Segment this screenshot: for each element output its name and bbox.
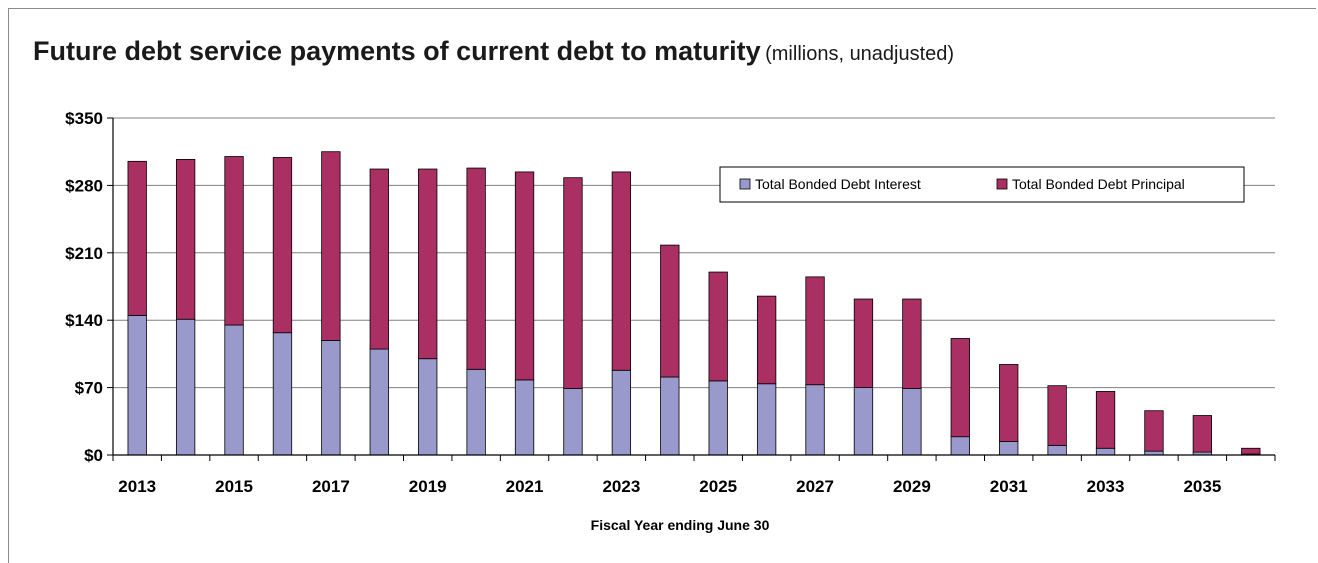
bar-principal [321,151,341,341]
bar-principal [708,271,728,382]
bar-principal [514,171,535,381]
bar-principal [902,298,922,389]
bar-principal [1192,415,1213,453]
bar-principal [1241,447,1261,455]
bar-principal [999,364,1019,442]
bar-interest [466,368,486,456]
axes [107,117,1276,461]
bar-principal [224,156,244,326]
bar-principal [418,168,438,360]
bar-interest [127,314,147,456]
x-tick-label: 2017 [312,477,350,496]
bar-interest [369,348,389,456]
x-tick-label: 2035 [1183,477,1221,496]
y-tick-label: $350 [65,109,103,128]
bar-interest [272,332,293,456]
bar-interest [611,369,632,456]
chart-title-row: Future debt service payments of current … [33,36,954,67]
bar-principal [127,160,147,316]
x-tick-label: 2015 [215,477,253,496]
bar-interest [418,358,438,456]
bar-interest [853,387,874,456]
y-tick-label: $210 [65,244,103,263]
bar-principal [272,157,293,334]
bars [127,151,1261,456]
x-tick-label: 2025 [699,477,737,496]
y-tick-label: $280 [65,176,103,195]
x-tick-label: 2031 [990,477,1028,496]
x-tick-label: 2019 [409,477,447,496]
x-tick-label: 2029 [893,477,931,496]
x-tick-label: 2027 [796,477,834,496]
bar-interest [999,441,1019,456]
bar-interest [1047,444,1067,456]
x-tick-label: 2023 [602,477,640,496]
bar-interest [1095,447,1116,456]
bar-interest [563,388,583,456]
legend-box [719,166,1245,203]
legend-swatch-interest [739,178,751,190]
y-tick-label: $70 [75,379,103,398]
chart-title: Future debt service payments of current … [33,36,761,66]
bar-principal [1047,385,1067,446]
bar-principal [805,276,825,386]
bar-principal [853,298,874,389]
bar-principal [175,159,196,320]
x-tick-label: 2033 [1087,477,1125,496]
bar-interest [175,318,196,456]
bar-interest [514,379,535,456]
legend-label-principal: Total Bonded Debt Principal [1012,176,1185,192]
bar-principal [611,171,632,371]
legend-swatch-principal [996,178,1008,190]
bar-principal [756,295,777,385]
y-tick-labels: $0 $70 $140 $210 $280 $350 [65,109,103,465]
bar-principal [950,338,970,438]
bar-interest [224,324,244,456]
bar-principal [1095,391,1116,449]
x-tick-label: 2021 [506,477,544,496]
x-tick-label: 2013 [118,477,156,496]
x-axis-label: Fiscal Year ending June 30 [591,517,770,533]
legend-label-interest: Total Bonded Debt Interest [755,176,921,192]
bar-principal [369,168,389,350]
x-tick-labels: 2013 2015 2017 2019 2021 2023 2025 2027 2029 2031… [118,477,1221,496]
bar-principal [660,244,680,378]
bar-interest [805,384,825,456]
bar-interest [708,380,728,456]
chart-frame [8,8,1316,563]
y-tick-label: $140 [65,311,103,330]
bar-interest [756,383,777,456]
bar-interest [950,436,970,456]
bar-interest [902,388,922,456]
bar-principal [1144,410,1164,452]
legend: Total Bonded Debt Interest Total Bonded … [719,166,1245,203]
bar-interest [321,340,341,456]
bar-principal [466,167,486,370]
chart-subtitle: (millions, unadjusted) [765,43,955,65]
y-tick-label: $0 [84,446,103,465]
bar-interest [660,376,680,456]
bar-principal [563,177,583,389]
